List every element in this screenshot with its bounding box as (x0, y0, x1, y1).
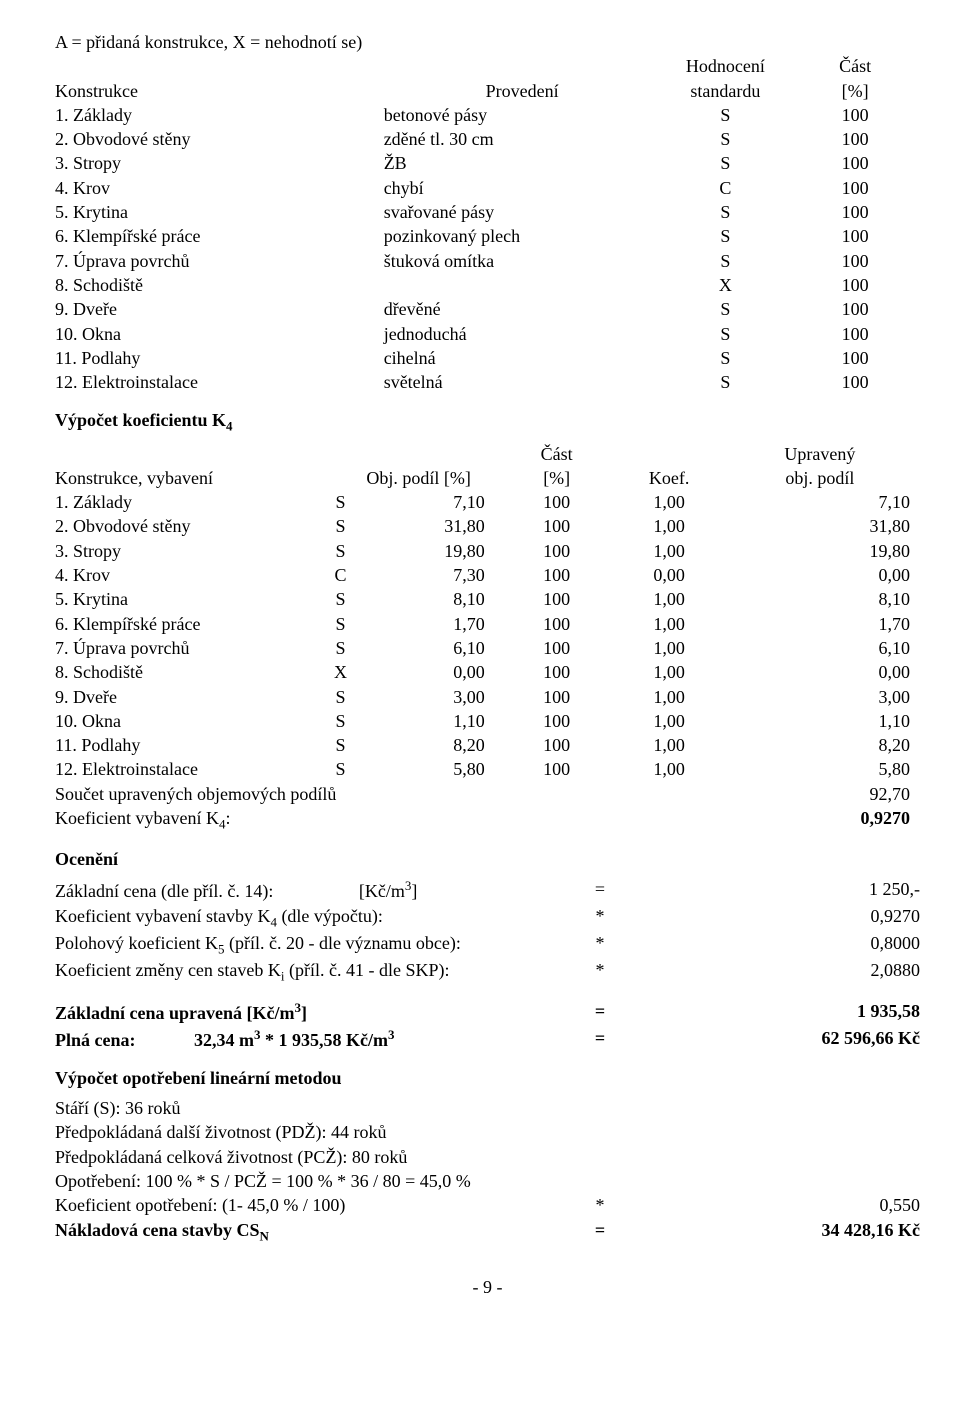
table-row: 12. ElektroinstalaceS5,801001,005,80 (55, 757, 920, 781)
table-row: 8. SchodištěX100 (55, 273, 920, 297)
oceneni-row: Polohový koeficient K5 (příl. č. 20 - dl… (55, 931, 920, 958)
zcu-sign: = (574, 999, 626, 1025)
table-row: 5. KrytinaS8,101001,008,10 (55, 587, 920, 611)
opotrebeni-heading: Výpočet opotřebení lineární metodou (55, 1066, 920, 1090)
table-row: 10. OknajednoducháS100 (55, 322, 920, 346)
opot-koef-label: Koeficient opotřebení: (1- 45,0 % / 100) (55, 1193, 574, 1217)
opot-line: Stáří (S): 36 roků (55, 1096, 920, 1120)
page-number: - 9 - (55, 1275, 920, 1299)
table-row: 8. SchodištěX0,001001,000,00 (55, 660, 920, 684)
opot-koef-sign: * (574, 1193, 626, 1217)
oceneni-row: Základní cena (dle příl. č. 14): [Kč/m3]… (55, 877, 920, 903)
naklad-sign: = (574, 1218, 626, 1245)
konstrukce-table: Konstrukce Provedení Hodnocení standardu… (55, 54, 920, 394)
table-row: 6. Klempířské práceS1,701001,001,70 (55, 612, 920, 636)
plna-val: 62 596,66 Kč (626, 1026, 930, 1052)
t2-h-cast: Část [%] (505, 442, 609, 491)
intro-line: A = přidaná konstrukce, X = nehodnotí se… (55, 30, 920, 54)
zcu-val: 1 935,58 (626, 999, 930, 1025)
t1-h-provedeni: Provedení (384, 54, 661, 103)
t2-sum-label: Součet upravených objemových podílů (55, 782, 730, 806)
oceneni-heading: Ocenění (55, 847, 920, 871)
t1-h-hodnoceni: Hodnocení standardu (660, 54, 790, 103)
oceneni-row: Koeficient změny cen staveb Ki (příl. č.… (55, 958, 920, 985)
table-row: 2. Obvodové stěnyS31,801001,0031,80 (55, 514, 920, 538)
table-row: 1. ZákladyS7,101001,007,10 (55, 490, 920, 514)
opot-line: Opotřebení: 100 % * S / PCŽ = 100 % * 36… (55, 1169, 920, 1193)
table-row: 9. DveředřevěnéS100 (55, 297, 920, 321)
table-row: 3. StropyŽBS100 (55, 151, 920, 175)
plna-sign: = (574, 1026, 626, 1052)
t1-h-cast: Část [%] (790, 54, 920, 103)
table-row: 1. Základybetonové pásyS100 (55, 103, 920, 127)
oceneni-row: Koeficient vybavení stavby K4 (dle výpoč… (55, 904, 920, 931)
table-row: 3. StropyS19,801001,0019,80 (55, 539, 920, 563)
t1-h-konstrukce: Konstrukce (55, 54, 384, 103)
table-row: 7. Úprava povrchůštuková omítkaS100 (55, 249, 920, 273)
table-row: 4. KrovC7,301000,000,00 (55, 563, 920, 587)
t2-k4-val: 0,9270 (730, 806, 920, 833)
naklad-label: Nákladová cena stavby CSN (55, 1218, 574, 1245)
t2-h-objpodil: Obj. podíl [%] (366, 442, 504, 491)
k4-heading: Výpočet koeficientu K4 (55, 408, 920, 435)
table-row: 7. Úprava povrchůS6,101001,006,10 (55, 636, 920, 660)
naklad-val: 34 428,16 Kč (626, 1218, 930, 1245)
opot-line: Předpokládaná další životnost (PDŽ): 44 … (55, 1120, 920, 1144)
t2-h-upr: Upravený obj. podíl (730, 442, 920, 491)
t2-h-konstrukce: Konstrukce, vybavení (55, 442, 315, 491)
table-row: 9. DveřeS3,001001,003,00 (55, 685, 920, 709)
opot-line: Předpokládaná celková životnost (PCŽ): 8… (55, 1145, 920, 1169)
zcu-label: Základní cena upravená [Kč/m3] (55, 999, 574, 1025)
plna-label: Plná cena: 32,34 m3 * 1 935,58 Kč/m3 (55, 1026, 574, 1052)
table-row: 5. Krytinasvařované pásyS100 (55, 200, 920, 224)
table-row: 11. PodlahycihelnáS100 (55, 346, 920, 370)
t2-k4-label: Koeficient vybavení K4: (55, 806, 730, 833)
table-row: 10. OknaS1,101001,001,10 (55, 709, 920, 733)
table-row: 12. ElektroinstalacesvětelnáS100 (55, 370, 920, 394)
k4-table: Konstrukce, vybavení Obj. podíl [%] Část… (55, 442, 920, 834)
table-row: 4. KrovchybíC100 (55, 176, 920, 200)
t2-sum-val: 92,70 (730, 782, 920, 806)
table-row: 6. Klempířské prácepozinkovaný plechS100 (55, 224, 920, 248)
t2-h-koef: Koef. (609, 442, 730, 491)
table-row: 2. Obvodové stěnyzděné tl. 30 cmS100 (55, 127, 920, 151)
opot-koef-val: 0,550 (626, 1193, 930, 1217)
table-row: 11. PodlahyS8,201001,008,20 (55, 733, 920, 757)
